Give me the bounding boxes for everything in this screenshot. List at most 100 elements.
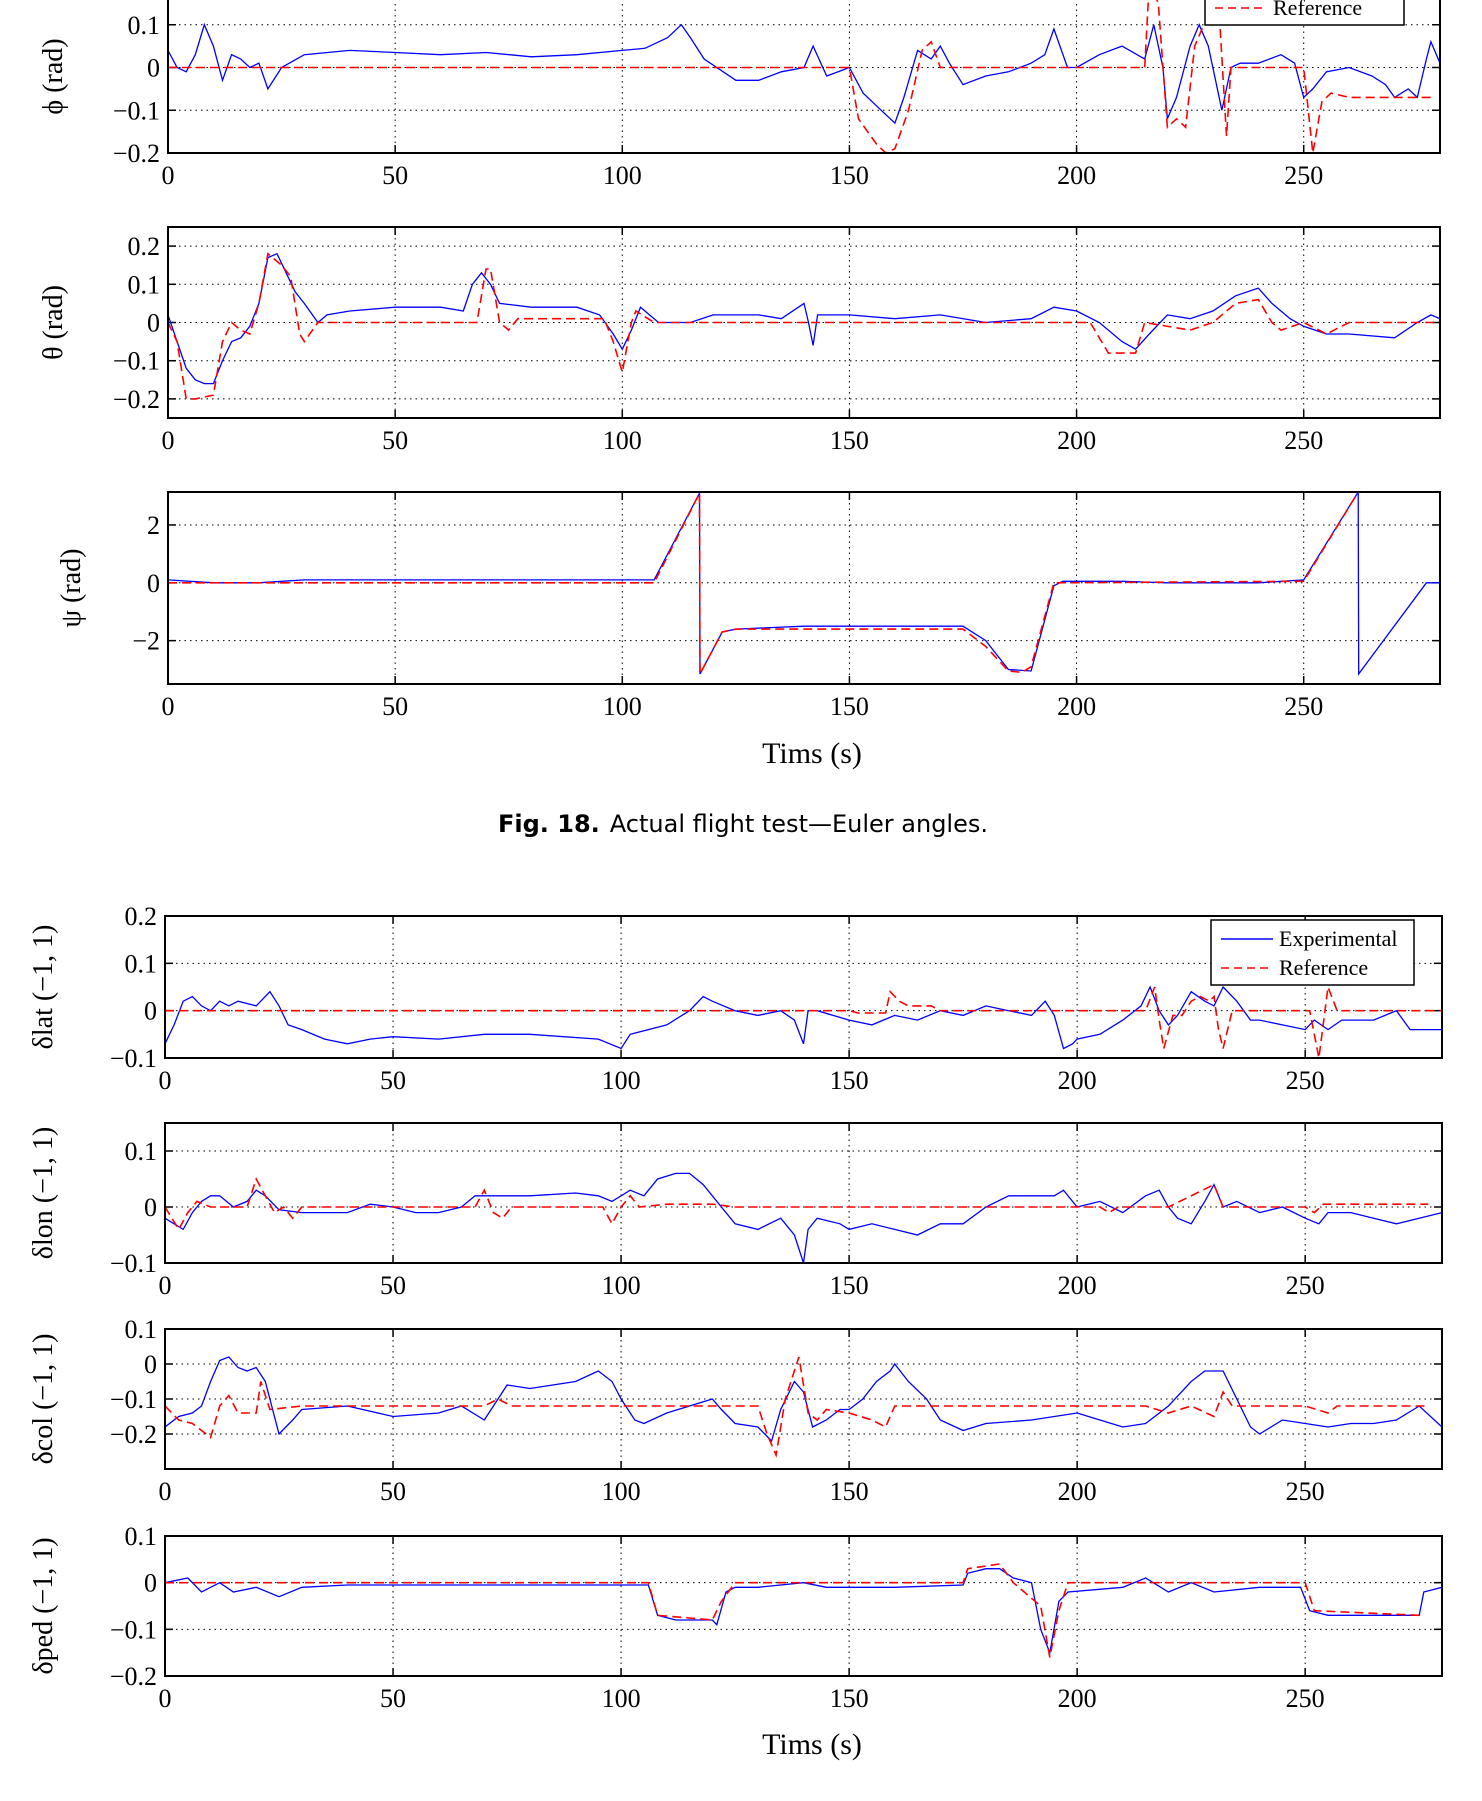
x-tick-label: 100 xyxy=(603,426,642,455)
x-tick-label: 250 xyxy=(1286,1477,1325,1506)
x-tick-label: 200 xyxy=(1057,426,1096,455)
subplot-5: 0 50 100 150 200 250 −0.2 −0.1 0 0.1 δcol (−1, 1) xyxy=(28,1315,1443,1506)
y-tick-label: 2 xyxy=(147,511,160,540)
legend-label: Reference xyxy=(1273,0,1362,20)
caption-text: Actual flight test—Euler angles. xyxy=(610,810,988,838)
x-tick-label: 0 xyxy=(159,1271,172,1300)
x-tick-label: 0 xyxy=(162,692,175,721)
x-tick-label: 250 xyxy=(1286,1684,1325,1713)
y-tick-label: 0.1 xyxy=(128,11,161,40)
y-tick-label: −2 xyxy=(132,627,160,656)
x-tick-label: 250 xyxy=(1284,692,1323,721)
experimental-line xyxy=(165,1172,1442,1263)
x-tick-label: 150 xyxy=(830,1271,869,1300)
x-tick-label: 250 xyxy=(1284,161,1323,190)
reference-line xyxy=(168,252,1440,400)
x-tick-label: 0 xyxy=(159,1684,172,1713)
x-tick-label: 200 xyxy=(1058,1066,1097,1095)
y-tick-label: −0.1 xyxy=(110,1615,157,1644)
y-tick-label: 0 xyxy=(144,1350,157,1379)
x-tick-label: 200 xyxy=(1058,1271,1097,1300)
y-axis-label: δlat (−1, 1) xyxy=(28,925,59,1050)
experimental-line xyxy=(165,1568,1442,1656)
y-tick-label: 0.2 xyxy=(128,232,161,261)
axes-box xyxy=(167,491,1441,685)
y-tick-label: −0.2 xyxy=(113,139,160,168)
y-tick-label: −0.1 xyxy=(110,1249,157,1278)
x-tick-label: 250 xyxy=(1286,1271,1325,1300)
y-tick-label: 0.2 xyxy=(125,902,158,931)
y-tick-label: −0.1 xyxy=(110,1044,157,1073)
y-tick-label: −0.1 xyxy=(113,96,160,125)
x-tick-label: 100 xyxy=(602,1066,641,1095)
x-tick-label: 0 xyxy=(159,1066,172,1095)
subplot-6: 0 50 100 150 200 250 −0.2 −0.1 0 0.1 δped (−1, 1) xyxy=(28,1522,1443,1713)
axes-box xyxy=(164,915,1443,1059)
x-tick-label: 0 xyxy=(162,426,175,455)
x-tick-label: 150 xyxy=(830,1066,869,1095)
experimental-line xyxy=(168,492,1440,676)
x-tick-label: 200 xyxy=(1057,692,1096,721)
subplot-1: 0 50 100 150 200 250 −0.2 −0.1 0 0.1 0.2 θ (rad) xyxy=(38,226,1441,455)
y-tick-label: −0.1 xyxy=(113,347,160,376)
legend-box xyxy=(1204,0,1405,26)
y-axis-label: δped (−1, 1) xyxy=(28,1537,59,1674)
x-tick-label: 250 xyxy=(1286,1066,1325,1095)
axes-box xyxy=(164,1328,1443,1470)
figure-caption: Fig. 18. Actual flight test—Euler angles. xyxy=(498,810,988,838)
reference-line xyxy=(165,1563,1420,1658)
x-tick-label: 50 xyxy=(380,1066,406,1095)
legend-label: Reference xyxy=(1279,955,1368,980)
x-tick-label: 0 xyxy=(162,161,175,190)
x-tick-label: 100 xyxy=(602,1271,641,1300)
x-tick-label: 200 xyxy=(1058,1684,1097,1713)
x-tick-label: 150 xyxy=(830,1477,869,1506)
x-tick-label: 100 xyxy=(602,1684,641,1713)
reference-line xyxy=(165,986,1442,1058)
experimental-line xyxy=(168,252,1440,385)
x-tick-label: 150 xyxy=(830,1684,869,1713)
x-tick-label: 100 xyxy=(602,1477,641,1506)
x-tick-label: 200 xyxy=(1057,161,1096,190)
x-tick-label: 150 xyxy=(830,161,869,190)
reference-line xyxy=(168,0,1431,153)
subplot-2: 0 50 100 150 200 250 −2 0 2 ψ (rad) xyxy=(56,491,1441,721)
legend-label: Experimental xyxy=(1279,926,1398,951)
x-axis-label-fig19: Tims (s) xyxy=(762,1728,862,1761)
x-tick-label: 0 xyxy=(159,1477,172,1506)
y-tick-label: −0.1 xyxy=(110,1385,157,1414)
y-tick-label: 0 xyxy=(144,1193,157,1222)
x-tick-label: 200 xyxy=(1058,1477,1097,1506)
reference-line xyxy=(165,1176,1429,1232)
y-axis-label: ϕ (rad) xyxy=(38,38,69,114)
x-tick-label: 150 xyxy=(830,426,869,455)
y-tick-label: −0.2 xyxy=(110,1662,157,1691)
x-tick-label: 50 xyxy=(380,1271,406,1300)
x-tick-label: 250 xyxy=(1284,426,1323,455)
x-tick-label: 50 xyxy=(382,692,408,721)
y-tick-label: 0 xyxy=(144,1569,157,1598)
axes-box xyxy=(164,1535,1443,1677)
y-tick-label: 0 xyxy=(147,309,160,338)
y-axis-label: δcol (−1, 1) xyxy=(28,1334,59,1465)
x-tick-label: 100 xyxy=(603,692,642,721)
legend-box xyxy=(1210,919,1415,986)
x-tick-label: 50 xyxy=(380,1477,406,1506)
y-tick-label: −0.2 xyxy=(113,385,160,414)
experimental-line xyxy=(165,1356,1442,1443)
y-tick-label: 0.1 xyxy=(128,270,161,299)
y-tick-label: 0 xyxy=(144,997,157,1026)
axes-box xyxy=(167,0,1441,154)
y-tick-label: −0.2 xyxy=(110,1420,157,1449)
y-tick-label: 0.1 xyxy=(125,1522,158,1551)
x-tick-label: 100 xyxy=(603,161,642,190)
reference-line xyxy=(165,1356,1429,1458)
plots: 0 50 100 150 200 250−0.2−0.100.1ϕ (rad)Refere… xyxy=(28,0,1443,1713)
axes-box xyxy=(164,1122,1443,1264)
x-axis-label-fig18: Tims (s) xyxy=(762,737,862,770)
y-tick-label: 0 xyxy=(147,569,160,598)
y-axis-label: δlon (−1, 1) xyxy=(28,1127,59,1259)
